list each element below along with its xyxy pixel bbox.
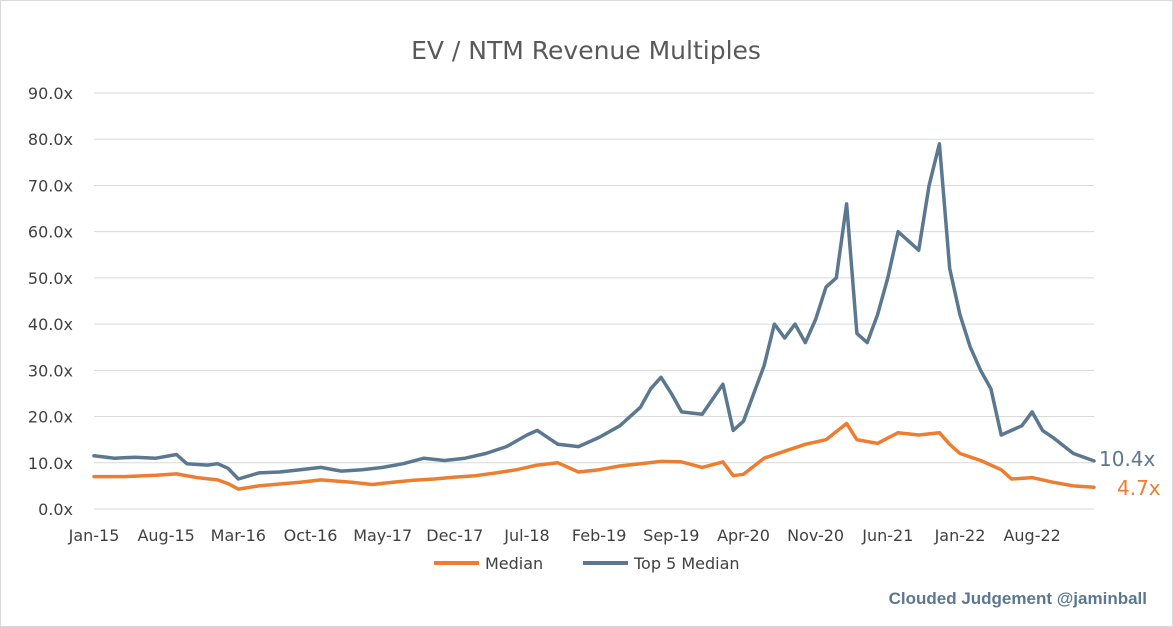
y-tick-label: 10.0x [28,454,73,473]
series-line-top5-median [92,142,1096,481]
y-tick-label: 40.0x [28,315,73,334]
x-tick-label: Nov-20 [787,526,844,545]
x-tick-label: Dec-17 [426,526,483,545]
series-lines [92,142,1096,491]
x-tick-label: Sep-19 [643,526,699,545]
x-tick-label: Aug-22 [1003,526,1060,545]
y-tick-label: 30.0x [28,361,73,380]
y-tick-label: 50.0x [28,269,73,288]
x-tick-label: Oct-16 [284,526,338,545]
series-line-median [92,421,1096,491]
x-tick-label: Apr-20 [717,526,770,545]
legend-label-top5: Top 5 Median [633,554,740,573]
x-tick-label: Aug-15 [137,526,194,545]
top5-end-label: 10.4x [1099,447,1156,471]
y-tick-label: 60.0x [28,223,73,242]
legend-label-median: Median [485,554,543,573]
y-axis-ticks: 0.0x 10.0x 20.0x 30.0x 40.0x 50.0x 60.0x 70.0x 8… [28,84,73,519]
x-tick-label: May-17 [353,526,412,545]
legend: Median Top 5 Median [434,554,740,573]
y-tick-label: 80.0x [28,130,73,149]
y-tick-label: 70.0x [28,176,73,195]
y-tick-label: 90.0x [28,84,73,103]
x-axis-ticks: Jan-15 Aug-15 Mar-16 Oct-16 May-17 Dec-17 Jul-… [68,526,1061,545]
y-tick-label: 20.0x [28,408,73,427]
x-tick-label: Jul-18 [503,526,549,545]
gridlines [94,92,1094,510]
y-tick-label: 0.0x [38,500,73,519]
x-tick-label: Jan-15 [68,526,120,545]
x-tick-label: Jun-21 [861,526,913,545]
x-tick-label: Mar-16 [211,526,266,545]
x-tick-label: Feb-19 [572,526,626,545]
credit-text: Clouded Judgement @jaminball [889,589,1147,608]
chart-title: EV / NTM Revenue Multiples [411,36,761,65]
x-tick-label: Jan-22 [934,526,986,545]
median-end-label: 4.7x [1117,476,1161,500]
